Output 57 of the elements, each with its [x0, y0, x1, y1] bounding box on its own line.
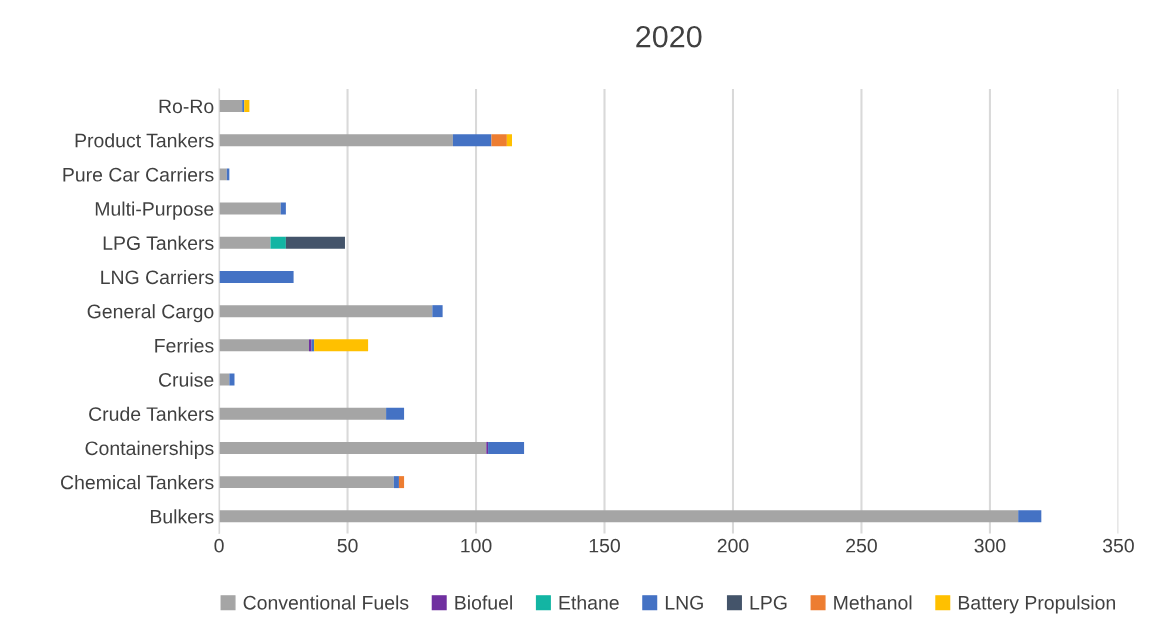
y-tick-label: Ferries: [155, 338, 214, 353]
y-tick-label: Cruise: [159, 372, 214, 387]
bar: [285, 236, 345, 249]
bar: [219, 202, 281, 215]
legend-label: Ethane: [559, 595, 619, 610]
x-tick-label: 350: [1102, 538, 1134, 553]
x-tick-label: 0: [214, 538, 224, 553]
legend-label: Methanol: [834, 595, 912, 610]
y-tick-label: Chemical Tankers: [61, 475, 214, 490]
bar: [219, 476, 394, 489]
bar: [314, 339, 369, 352]
legend-label: LNG: [665, 595, 703, 610]
bar: [244, 100, 250, 112]
x-tick-label: 200: [717, 538, 749, 553]
bar: [219, 305, 433, 318]
y-tick-label: LPG Tankers: [103, 235, 214, 250]
bar: [229, 373, 235, 386]
x-tick-label: 250: [846, 538, 877, 553]
legend-label: Biofuel: [455, 595, 512, 610]
bar: [506, 134, 512, 147]
bar: [386, 407, 405, 420]
bar: [488, 441, 525, 454]
bar: [452, 134, 492, 147]
bar: [219, 168, 227, 181]
bar: [491, 134, 507, 147]
bar: [219, 270, 294, 283]
y-tick-label: Multi-Purpose: [95, 201, 214, 220]
bar: [280, 202, 286, 215]
bar: [219, 100, 243, 112]
bar: [393, 476, 399, 489]
bar: [270, 236, 286, 249]
legend-label: Battery Propulsion: [958, 595, 1115, 614]
y-tick-label: Containerships: [85, 440, 214, 459]
y-tick-label: Bulkers: [150, 509, 214, 524]
x-tick-label: 300: [974, 538, 1006, 553]
y-tick-label: Product Tankers: [75, 133, 214, 148]
y-tick-label: General Cargo: [87, 304, 214, 323]
bar: [219, 510, 1019, 523]
y-tick-label: Crude Tankers: [89, 406, 214, 421]
bar: [219, 134, 453, 147]
chart-title: 2020: [636, 25, 702, 48]
x-tick-label: 50: [337, 538, 358, 553]
bar: [242, 100, 245, 112]
y-tick-label: LNG Carriers: [101, 269, 214, 285]
legend-label: Conventional Fuels: [243, 595, 409, 610]
x-tick-label: 100: [461, 538, 492, 553]
x-tick-label: 150: [589, 538, 620, 553]
legend-label: LPG: [750, 595, 787, 610]
bar: [219, 236, 271, 249]
bar: [219, 441, 487, 454]
y-tick-label: Ro-Ro: [159, 99, 214, 114]
bar: [398, 476, 405, 489]
bar: [219, 407, 387, 420]
y-tick-label: Pure Car Carriers: [63, 167, 214, 182]
bar: [219, 339, 309, 352]
bar: [432, 305, 443, 318]
bar: [1018, 510, 1042, 523]
